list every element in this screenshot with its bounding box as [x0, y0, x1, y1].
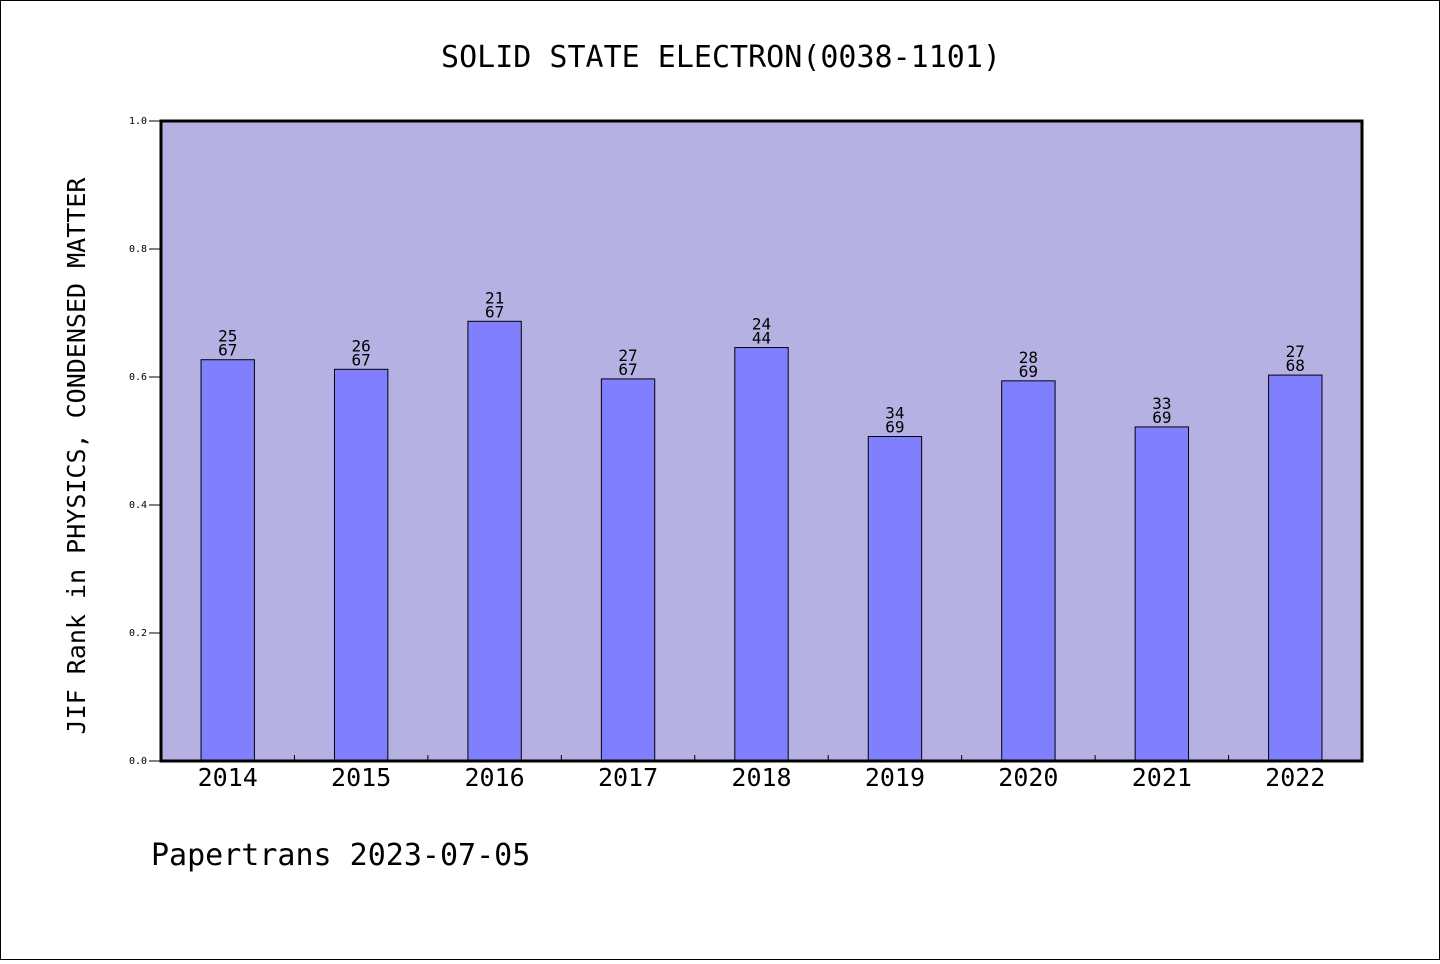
x-tick-label: 2022: [1265, 763, 1325, 792]
data-label-rank: 26: [352, 336, 371, 355]
bar: [1268, 374, 1323, 762]
x-tick-label: 2021: [1132, 763, 1192, 792]
y-tick-label: 0.0: [129, 756, 147, 767]
chart-marks: 0.00.20.40.60.81.02014672520156726201667…: [129, 116, 1325, 792]
x-tick-label: 2014: [198, 763, 258, 792]
footer-credit: Papertrans 2023-07-05: [151, 838, 530, 873]
data-label-total: 67: [485, 302, 504, 321]
x-tick-label: 2020: [998, 763, 1058, 792]
bar: [1134, 426, 1190, 762]
data-label-rank: 27: [618, 346, 637, 365]
y-tick-label: 0.4: [129, 500, 147, 511]
y-tick-label: 0.8: [129, 244, 147, 255]
data-label-rank: 27: [1286, 342, 1305, 361]
data-label-total: 67: [218, 341, 237, 360]
data-label-rank: 25: [218, 327, 237, 346]
bar: [734, 347, 789, 762]
data-label-total: 69: [885, 418, 904, 437]
y-tick-label: 0.6: [129, 372, 147, 383]
data-label-total: 44: [752, 329, 771, 348]
data-label-total: 69: [1152, 408, 1171, 427]
data-label-rank: 24: [752, 315, 771, 334]
bar: [1001, 380, 1056, 762]
x-tick-label: 2016: [465, 763, 525, 792]
x-tick-label: 2018: [731, 763, 791, 792]
data-label-total: 67: [618, 360, 637, 379]
x-tick-label: 2019: [865, 763, 925, 792]
chart-title: SOLID STATE ELECTRON(0038-1101): [441, 40, 1001, 75]
y-tick-label: 1.0: [129, 116, 147, 127]
data-label-rank: 34: [885, 404, 904, 423]
data-label-total: 69: [1019, 362, 1038, 381]
data-label-rank: 33: [1152, 394, 1171, 413]
bar: [467, 320, 522, 762]
plot-border: [159, 119, 1364, 763]
bar: [867, 436, 923, 762]
y-tick-label: 0.2: [129, 628, 147, 639]
data-label-rank: 28: [1019, 348, 1038, 367]
x-tick-label: 2015: [331, 763, 391, 792]
bar: [200, 359, 255, 762]
bar: [333, 368, 389, 762]
data-label-rank: 21: [485, 288, 504, 307]
bar: [600, 378, 656, 762]
data-label-total: 67: [352, 350, 371, 369]
x-tick-label: 2017: [598, 763, 658, 792]
y-axis-label: JIF Rank in PHYSICS, CONDENSED MATTER: [62, 177, 91, 735]
data-label-total: 68: [1286, 356, 1305, 375]
